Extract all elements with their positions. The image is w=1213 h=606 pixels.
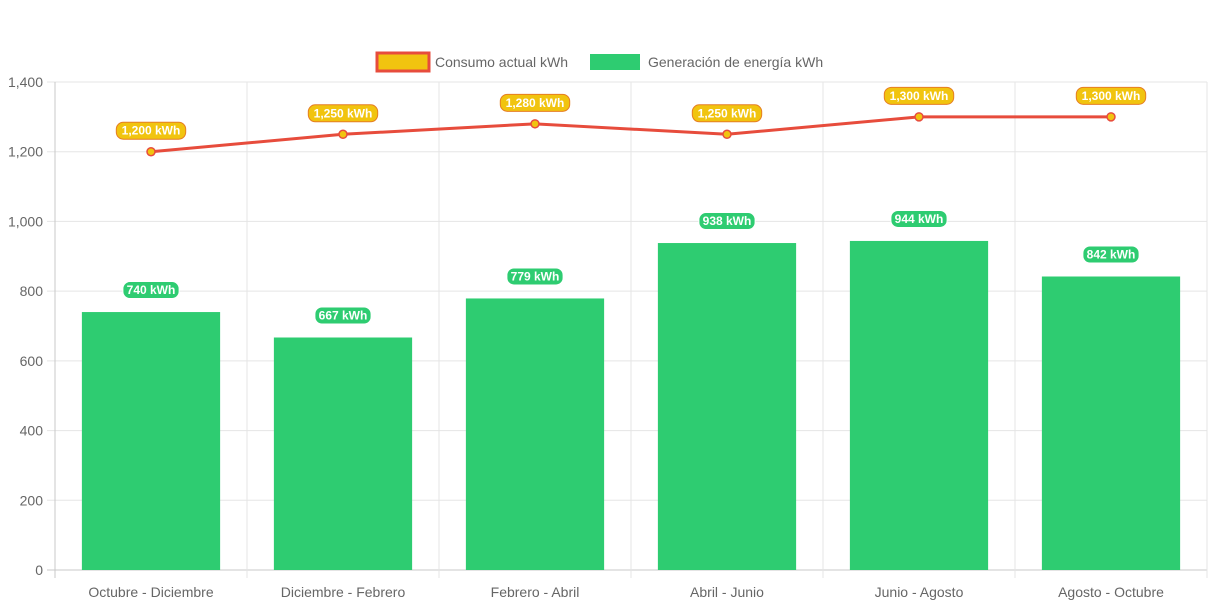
bar-generacion[interactable] xyxy=(1041,276,1181,570)
y-tick-label: 800 xyxy=(20,283,44,299)
line-data-label: 1,250 kWh xyxy=(698,106,757,120)
bar-data-label: 740 kWh xyxy=(127,283,176,297)
bar-series xyxy=(81,240,1181,571)
line-data-label: 1,300 kWh xyxy=(890,89,949,103)
line-series xyxy=(146,112,1116,157)
bar-generacion[interactable] xyxy=(657,243,797,571)
line-data-label: 1,280 kWh xyxy=(506,96,565,110)
y-tick-label: 1,200 xyxy=(8,144,43,160)
y-tick-label: 200 xyxy=(20,492,44,508)
y-tick-label: 1,000 xyxy=(8,213,43,229)
bar-generacion[interactable] xyxy=(465,298,605,570)
line-data-label-bg xyxy=(883,86,955,105)
line-consumo[interactable] xyxy=(150,115,1111,154)
x-tick-label: Febrero - Abril xyxy=(491,584,580,600)
legend-label-consumo[interactable]: Consumo actual kWh xyxy=(435,54,568,70)
line-data-label-bg xyxy=(115,121,187,140)
point-consumo[interactable] xyxy=(530,119,540,129)
bar-data-label: 944 kWh xyxy=(895,212,944,226)
point-consumo[interactable] xyxy=(914,112,924,122)
bar-data-label-bg xyxy=(122,281,180,300)
bar-generacion[interactable] xyxy=(849,240,989,570)
x-axis: Octubre - Diciembre Diciembre - Febrero Fe… xyxy=(88,584,1164,600)
bar-data-label-bg xyxy=(314,306,372,325)
data-labels: 740 kWh 667 kWh 779 kWh 938 kWh 944 kWh 842 k… xyxy=(115,86,1147,325)
legend-swatch-generacion[interactable] xyxy=(590,54,640,70)
line-data-label: 1,200 kWh xyxy=(122,124,181,138)
bar-data-label-bg xyxy=(890,209,948,228)
bar-data-label-bg xyxy=(698,212,756,231)
y-tick-label: 400 xyxy=(20,423,44,439)
line-data-label: 1,250 kWh xyxy=(314,106,373,120)
legend-swatch-consumo[interactable] xyxy=(375,51,431,73)
legend-label-generacion[interactable]: Generación de energía kWh xyxy=(648,54,823,70)
line-data-label-bg xyxy=(1075,86,1147,105)
point-consumo[interactable] xyxy=(338,129,348,140)
point-consumo[interactable] xyxy=(146,146,156,157)
bar-data-label-bg xyxy=(506,267,564,286)
grid-lines xyxy=(47,81,1208,578)
bar-generacion[interactable] xyxy=(81,312,221,570)
bar-data-label-bg xyxy=(1082,245,1140,264)
legend: Consumo actual kWh Generación de energía… xyxy=(375,51,823,73)
y-tick-label: 600 xyxy=(20,353,44,369)
y-tick-label: 0 xyxy=(35,562,43,578)
point-consumo[interactable] xyxy=(722,129,732,140)
x-tick-label: Agosto - Octubre xyxy=(1058,584,1164,600)
bar-data-label: 842 kWh xyxy=(1087,248,1136,262)
bar-generacion[interactable] xyxy=(273,337,413,570)
y-tick-label: 1,400 xyxy=(8,74,43,90)
line-data-label-bg xyxy=(499,93,571,112)
bar-data-label: 938 kWh xyxy=(703,214,752,228)
x-tick-label: Abril - Junio xyxy=(690,584,764,600)
y-axis: 0 200 400 600 800 1,000 1,200 1,400 xyxy=(8,74,43,578)
bar-data-label: 779 kWh xyxy=(511,269,560,283)
x-tick-label: Octubre - Diciembre xyxy=(88,584,213,600)
x-tick-label: Diciembre - Febrero xyxy=(281,584,406,600)
x-tick-label: Junio - Agosto xyxy=(875,584,964,600)
bar-data-label: 667 kWh xyxy=(319,309,368,323)
point-consumo[interactable] xyxy=(1106,112,1116,122)
line-data-label: 1,300 kWh xyxy=(1082,89,1141,103)
line-data-label-bg xyxy=(307,104,379,123)
line-data-label-bg xyxy=(691,104,763,123)
